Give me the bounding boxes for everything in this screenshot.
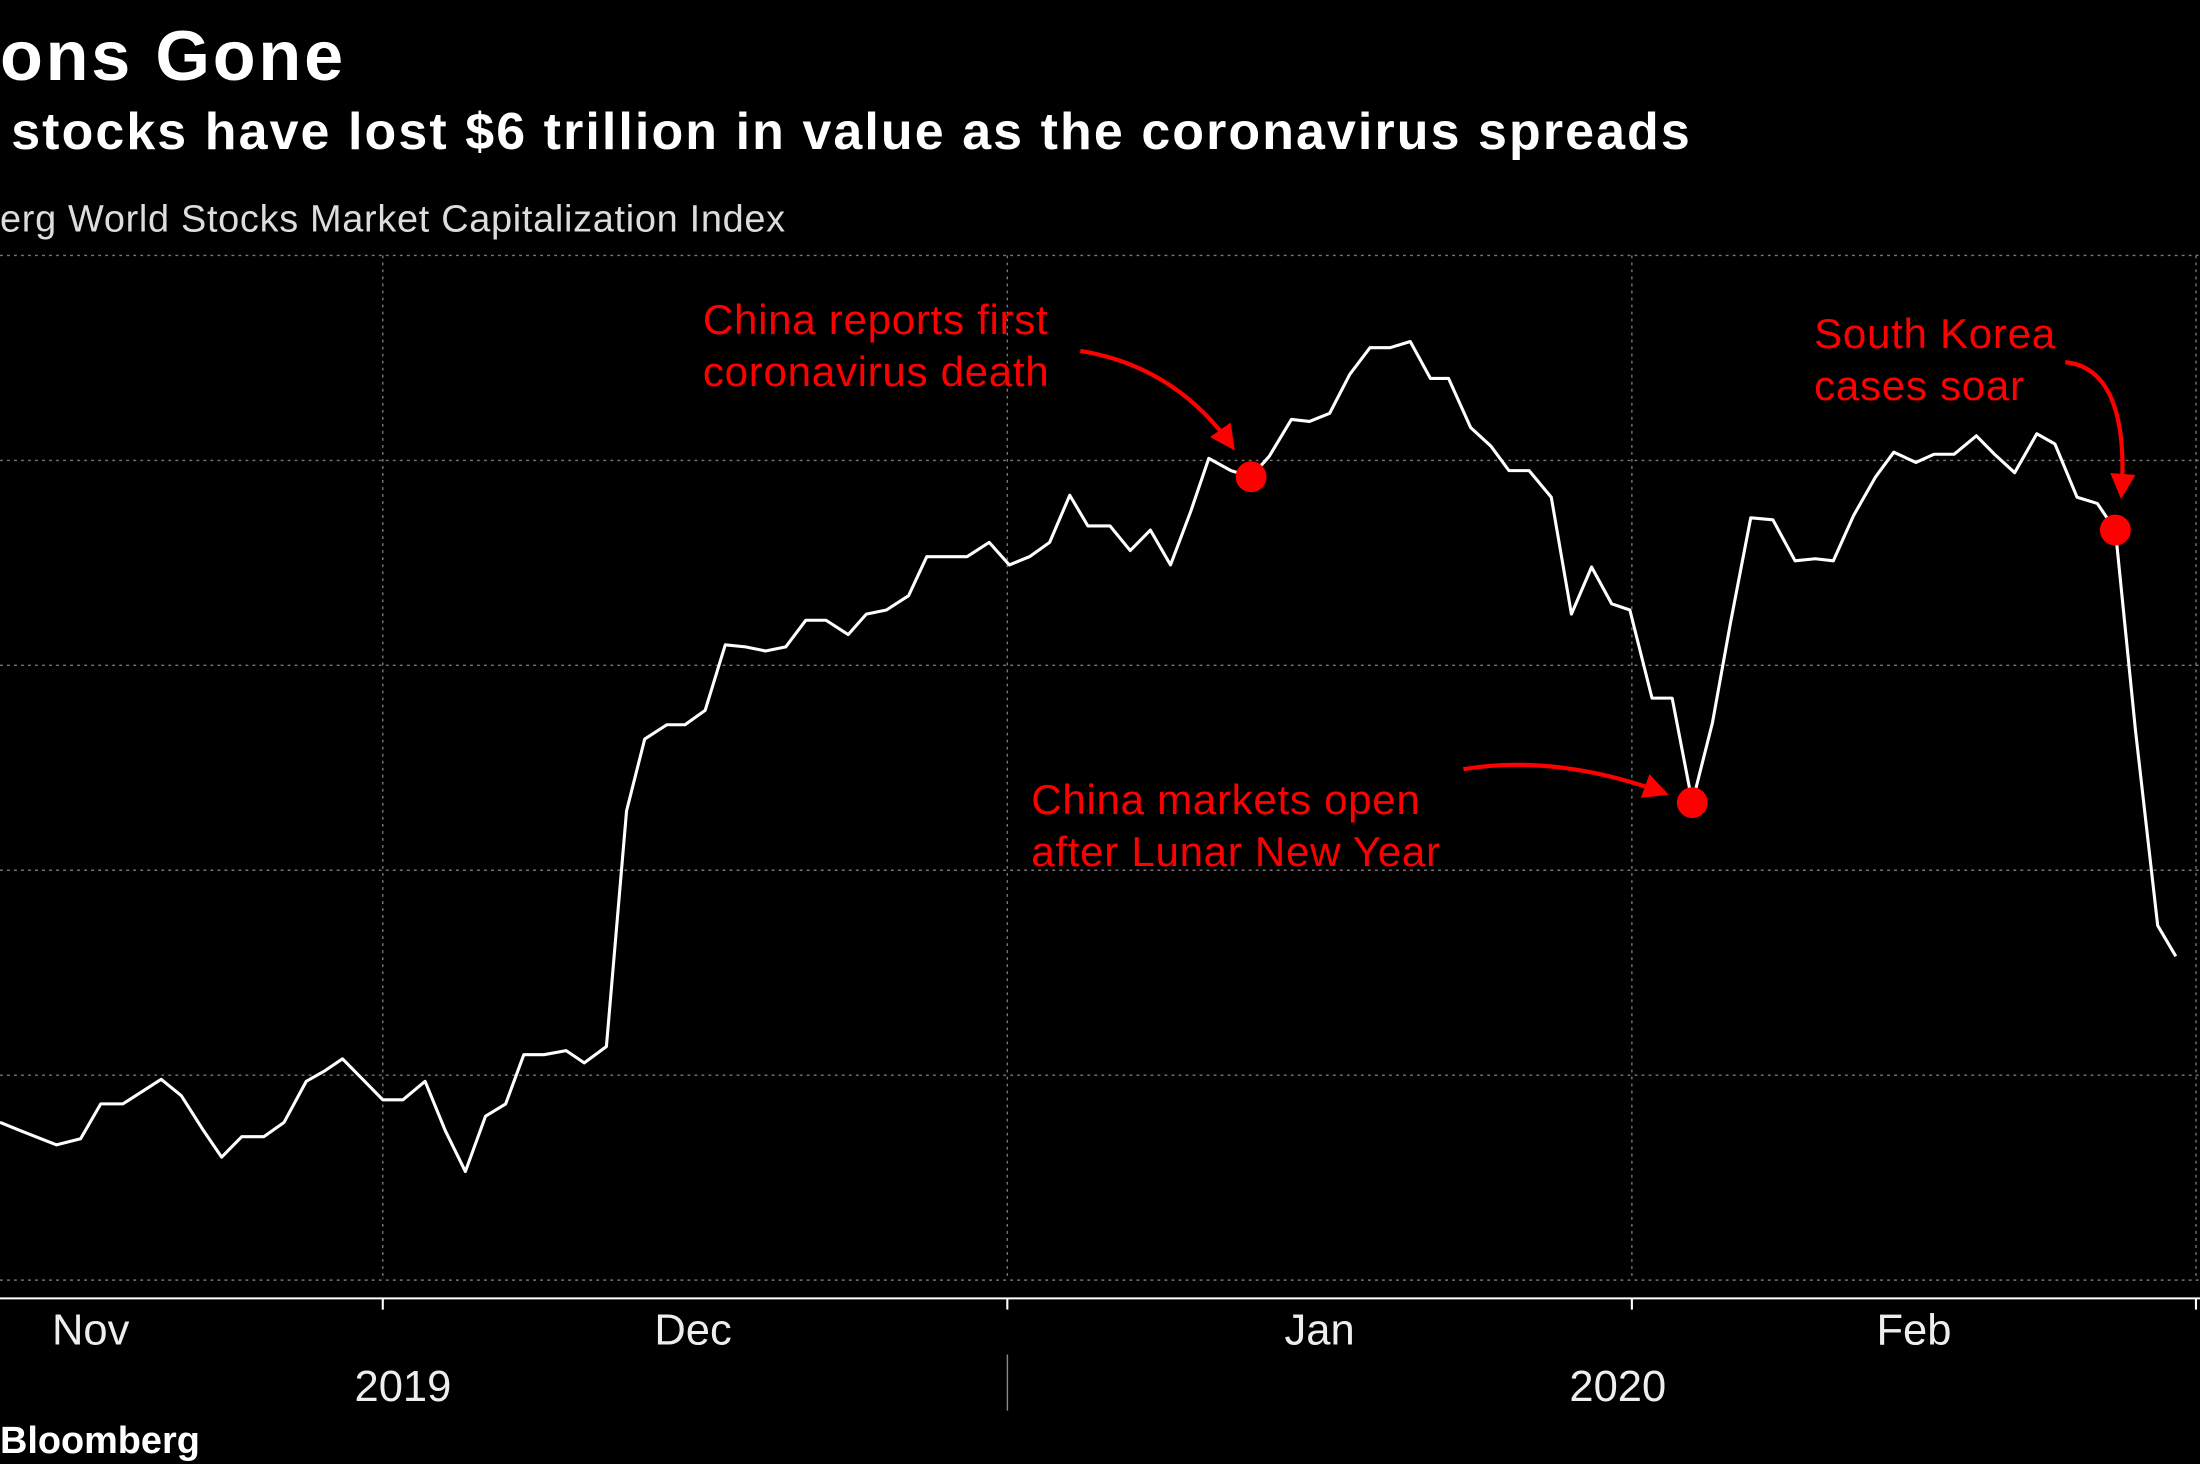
x-tick-label: Dec [654,1307,731,1355]
chart-title: ons Gone [0,16,346,95]
annotation-arrow [1080,348,1235,451]
chart-subtitle: stocks have lost $6 trillion in value as… [11,103,1692,161]
brand: Bloomberg [0,1420,200,1462]
annotation-text: cases soar [1814,362,2025,409]
line-series [0,339,2178,1174]
annotation-text: China markets open [1031,776,1420,823]
annotation-marker [1676,787,1708,819]
x-tick-label: Jan [1285,1307,1355,1355]
annotation-marker [2099,514,2131,546]
year-label: 2019 [355,1363,452,1411]
annotation-text: China reports first [703,296,1048,343]
annotation-arrow [1463,762,1669,798]
annotation-arrow [2065,360,2136,500]
annotation-text: coronavirus death [703,348,1049,395]
x-tick-label: Feb [1876,1307,1951,1355]
annotation-marker [1235,461,1267,493]
x-tick-label: Nov [52,1307,130,1355]
source-label: erg World Stocks Market Capitalization I… [0,199,786,241]
annotation-text: South Korea [1814,310,2056,357]
annotation-text: after Lunar New Year [1031,828,1440,875]
year-label: 2020 [1569,1363,1666,1411]
